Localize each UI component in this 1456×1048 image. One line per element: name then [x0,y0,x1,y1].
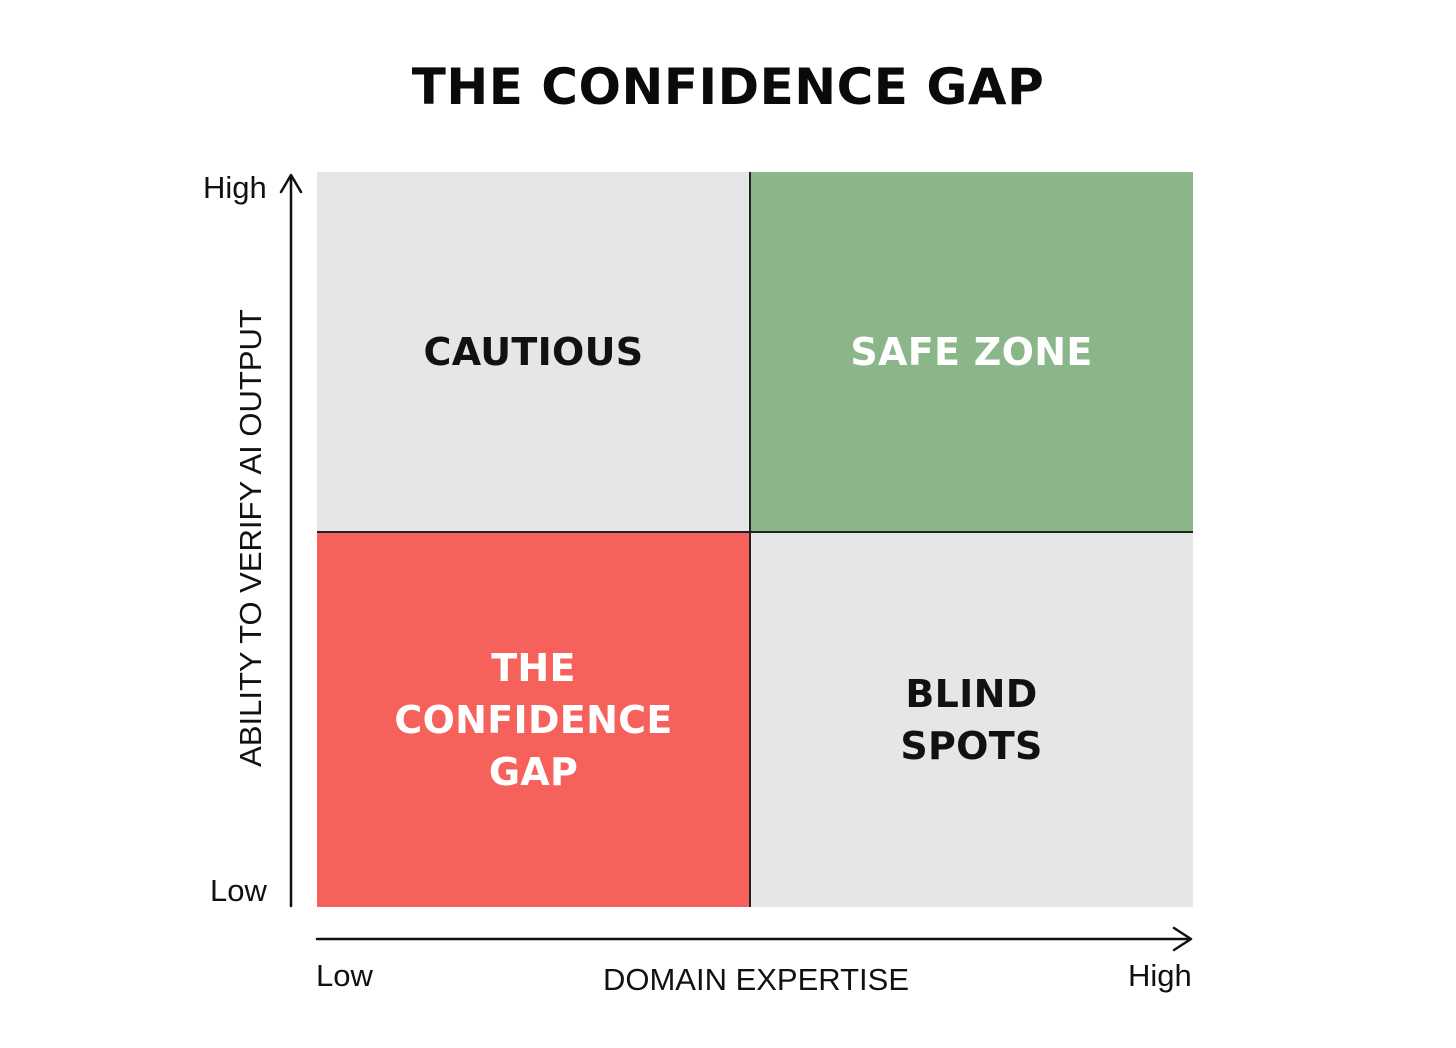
horizontal-divider [317,531,1193,533]
quadrant-cautious: CAUTIOUS [317,172,750,532]
quadrant-label: BLIND SPOTS [900,668,1042,772]
quadrant-label: CAUTIOUS [424,326,644,378]
quadrant-confidence-gap: THE CONFIDENCE GAP [317,532,750,907]
diagram-title: THE CONFIDENCE GAP [411,58,1045,116]
quadrant-label-line: THE [491,645,576,690]
y-axis-high-label: High [203,170,267,205]
quadrant-blind-spots: BLIND SPOTS [750,532,1193,907]
y-axis-title: ABILITY TO VERIFY AI OUTPUT [233,309,268,767]
x-axis-title: DOMAIN EXPERTISE [602,962,910,997]
quadrant-label-line: BLIND [905,671,1038,716]
quadrant-label-line: CONFIDENCE [394,697,673,742]
quadrant-label-line: GAP [488,749,579,794]
y-axis-arrow-icon [279,173,303,908]
x-axis-high-label: High [1128,958,1192,993]
quadrant-label-line: SPOTS [900,723,1043,768]
quadrant-label-line: CAUTIOUS [423,330,644,374]
quadrant-safe-zone: SAFE ZONE [750,172,1193,532]
y-axis-low-label: Low [210,873,267,908]
x-axis-arrow-icon [315,926,1193,952]
quadrant-label: THE CONFIDENCE GAP [394,642,672,798]
quadrant-label: SAFE ZONE [850,326,1092,378]
vertical-divider [749,172,751,907]
quadrant-label-line: SAFE ZONE [850,330,1093,374]
x-axis-low-label: Low [316,958,373,993]
